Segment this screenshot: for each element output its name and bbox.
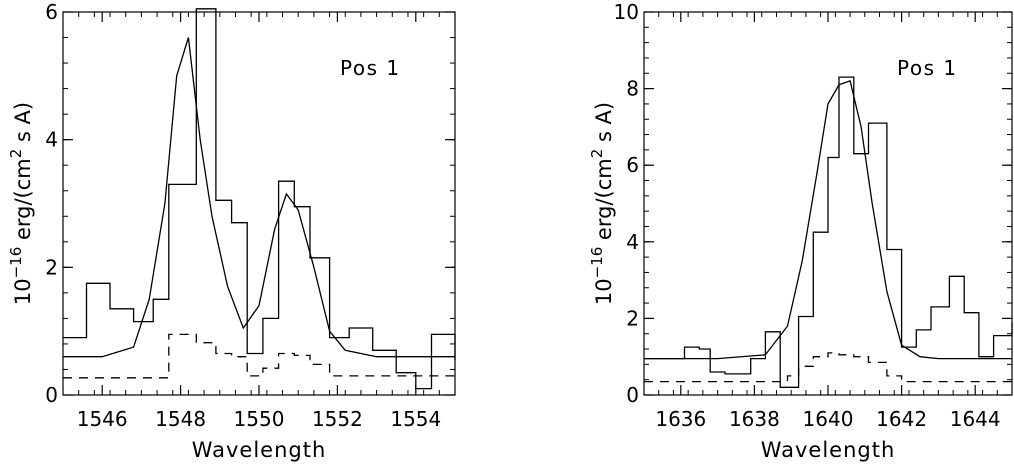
background-dashed-series bbox=[63, 333, 456, 379]
x-tick-label: 1552 bbox=[312, 407, 363, 431]
y-tick-label: 0 bbox=[626, 383, 639, 407]
x-tick-label: 1550 bbox=[234, 407, 285, 431]
y-tick-label: 6 bbox=[626, 153, 639, 177]
x-tick-label: 1546 bbox=[77, 407, 128, 431]
y-axis-label-part: 10 bbox=[11, 278, 35, 305]
annotation-label: Pos 1 bbox=[897, 56, 958, 80]
y-axis-label-superscript: −16 bbox=[588, 247, 606, 279]
data-histogram-series bbox=[63, 8, 456, 390]
y-axis-label-part: erg/(cm bbox=[11, 158, 35, 246]
y-tick-label: 6 bbox=[45, 0, 58, 24]
x-axis-label: Wavelength bbox=[761, 438, 896, 462]
y-axis-label: 10−16 erg/(cm2 s A) bbox=[7, 102, 35, 305]
x-tick-label: 1548 bbox=[155, 407, 206, 431]
x-tick-label: 1642 bbox=[876, 407, 927, 431]
y-tick-label: 10 bbox=[614, 0, 639, 24]
annotation-label: Pos 1 bbox=[340, 56, 401, 80]
x-axis-label: Wavelength bbox=[192, 438, 327, 462]
y-tick-label: 4 bbox=[626, 230, 639, 254]
x-tick-label: 1640 bbox=[803, 407, 854, 431]
y-axis-label-superscript: 2 bbox=[588, 149, 606, 159]
y-axis-label-superscript: −16 bbox=[7, 247, 25, 279]
x-tick-label: 1554 bbox=[390, 407, 441, 431]
x-tick-label: 1636 bbox=[655, 407, 706, 431]
y-axis-label: 10−16 erg/(cm2 s A) bbox=[588, 102, 616, 305]
model-fit-line bbox=[644, 80, 1012, 360]
y-axis-label-part: 10 bbox=[592, 278, 616, 305]
y-axis-label-superscript: 2 bbox=[7, 149, 25, 159]
chart-panel-2: 1636 1638 1640 1642 1644 0 2 4 6 8 10 Pos 1 Waveleng… bbox=[588, 0, 1013, 462]
y-tick-label: 2 bbox=[626, 306, 639, 330]
chart-panel-1: 1546 1548 1550 1552 1554 0 2 4 6 Pos 1 Wavelength 1… bbox=[7, 0, 456, 462]
x-tick-label: 1644 bbox=[950, 407, 1001, 431]
y-tick-label: 2 bbox=[45, 255, 58, 279]
model-fit-line bbox=[63, 37, 455, 358]
background-dashed-series bbox=[644, 352, 1012, 383]
y-tick-label: 8 bbox=[626, 77, 639, 101]
data-histogram-series bbox=[644, 76, 1013, 388]
y-tick-label: 4 bbox=[45, 128, 58, 152]
y-axis-label-part: s A) bbox=[592, 102, 616, 149]
y-axis-label-part: s A) bbox=[11, 102, 35, 149]
y-axis-label-part: erg/(cm bbox=[592, 158, 616, 246]
x-tick-label: 1638 bbox=[729, 407, 780, 431]
y-tick-label: 0 bbox=[45, 383, 58, 407]
